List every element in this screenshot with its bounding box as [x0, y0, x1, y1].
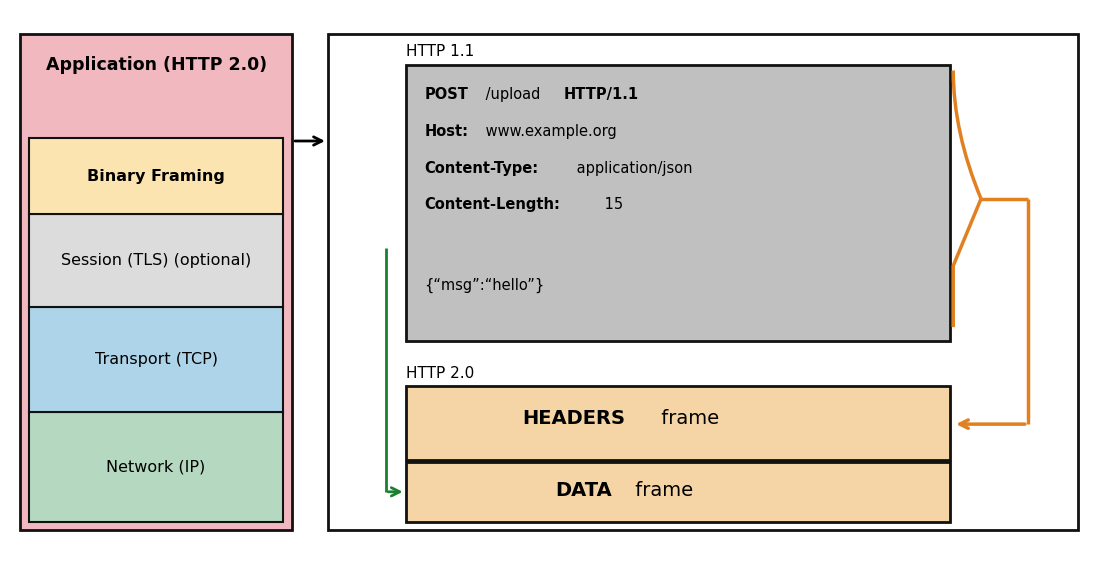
Text: Application (HTTP 2.0): Application (HTTP 2.0): [46, 56, 267, 74]
Text: HEADERS: HEADERS: [522, 409, 625, 428]
Text: /upload: /upload: [481, 87, 546, 103]
FancyBboxPatch shape: [29, 307, 283, 412]
Text: application/json: application/json: [572, 161, 692, 176]
Text: www.example.org: www.example.org: [481, 124, 617, 139]
Text: Session (TLS) (optional): Session (TLS) (optional): [61, 253, 251, 268]
Text: DATA: DATA: [556, 481, 612, 500]
Text: frame: frame: [655, 409, 719, 428]
FancyBboxPatch shape: [29, 214, 283, 307]
Text: Binary Framing: Binary Framing: [87, 169, 226, 184]
FancyBboxPatch shape: [29, 412, 283, 522]
FancyBboxPatch shape: [328, 34, 1078, 530]
Text: Host:: Host:: [424, 124, 469, 139]
Text: Network (IP): Network (IP): [107, 459, 206, 474]
FancyBboxPatch shape: [20, 34, 292, 530]
Text: HTTP 2.0: HTTP 2.0: [406, 365, 473, 381]
FancyBboxPatch shape: [406, 462, 950, 522]
FancyBboxPatch shape: [406, 65, 950, 341]
Text: frame: frame: [629, 481, 693, 500]
Text: Content-Type:: Content-Type:: [424, 161, 539, 176]
Text: HTTP/1.1: HTTP/1.1: [563, 87, 639, 103]
Text: {“msg”:“hello”}: {“msg”:“hello”}: [424, 278, 544, 293]
Text: HTTP 1.1: HTTP 1.1: [406, 44, 473, 59]
FancyBboxPatch shape: [406, 386, 950, 460]
Text: Transport (TCP): Transport (TCP): [94, 352, 218, 367]
FancyBboxPatch shape: [29, 138, 283, 214]
Text: POST: POST: [424, 87, 468, 103]
Text: 15: 15: [600, 197, 623, 213]
Text: Content-Length:: Content-Length:: [424, 197, 560, 213]
